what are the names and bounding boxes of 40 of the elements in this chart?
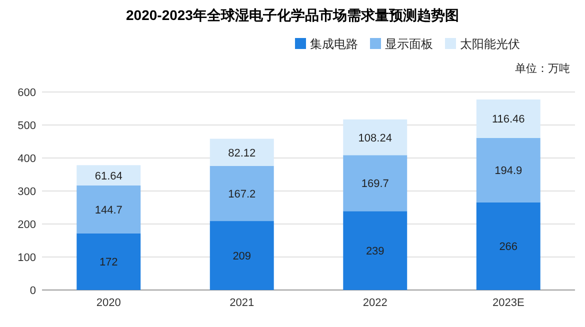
bar (76, 185, 141, 234)
data-label: 266 (499, 241, 518, 254)
bar (476, 99, 540, 138)
legend-label: 太阳能光伏 (460, 37, 520, 51)
data-label: 209 (232, 250, 252, 263)
legend-label: 集成电路 (310, 37, 358, 51)
data-label: 108.24 (358, 132, 392, 144)
data-label: 82.12 (228, 147, 256, 160)
bar (76, 233, 141, 290)
x-tick-label: 2022 (362, 297, 388, 309)
bar (210, 166, 274, 222)
text: 单位：万吨 (515, 62, 570, 75)
data-label: 61.64 (94, 170, 122, 182)
chart-title: 2020-2023年全球湿电子化学品市场需求量预测趋势图 (126, 7, 459, 23)
data-label: 167.2 (228, 188, 256, 200)
x-tick-label: 2020 (96, 297, 121, 309)
y-tick-label: 100 (18, 252, 36, 264)
bar (210, 138, 274, 166)
bar (210, 221, 274, 290)
y-tick-label: 300 (18, 186, 36, 198)
x-tick-label: 2021 (230, 297, 254, 309)
data-label: 172 (99, 256, 118, 269)
bar (343, 155, 408, 212)
y-tick-label: 600 (18, 87, 36, 99)
bar (476, 202, 540, 290)
x-tick-label: 2023E (492, 297, 524, 309)
y-tick-label: 400 (18, 153, 36, 165)
y-tick-label: 0 (30, 285, 36, 297)
data-label: 116.46 (492, 114, 525, 126)
bar (76, 165, 141, 186)
y-tick-label: 200 (18, 219, 36, 231)
bar (343, 211, 408, 290)
legend-label: 显示面板 (385, 37, 433, 51)
data-label: 239 (366, 246, 384, 258)
y-tick-label: 500 (18, 120, 36, 132)
bar (343, 119, 408, 156)
data-label: 169.7 (361, 178, 389, 190)
data-label: 144.7 (94, 204, 122, 216)
bar (476, 138, 540, 202)
data-label: 194.9 (494, 165, 522, 178)
